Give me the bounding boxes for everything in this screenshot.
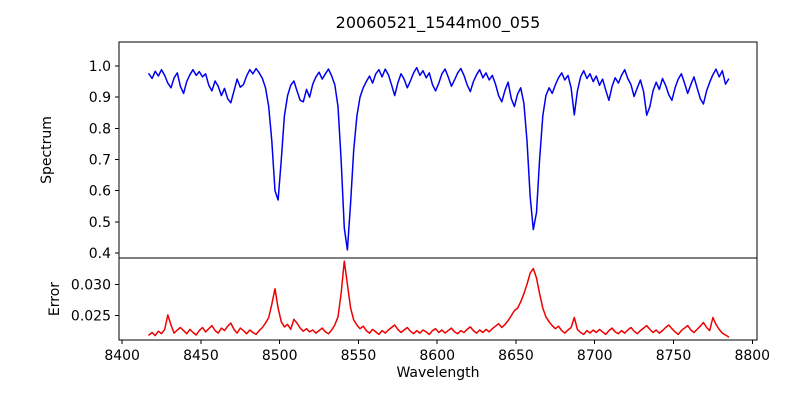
spectrum-y-tick-label: 0.4 xyxy=(89,246,111,262)
x-tick-label: 8550 xyxy=(341,348,377,364)
error-line xyxy=(148,260,730,338)
spectrum-y-tick-label: 0.5 xyxy=(89,215,111,231)
x-tick-label: 8500 xyxy=(262,348,298,364)
spectrum-y-tick-label: 0.6 xyxy=(89,184,111,200)
wavelength-axis-label: Wavelength xyxy=(396,365,480,381)
spectrum-y-tick-label: 0.9 xyxy=(89,90,111,106)
error-y-tick-label: 0.025 xyxy=(71,309,111,325)
spectrum-panel-frame xyxy=(118,41,758,259)
chart-title: 20060521_1544m00_055 xyxy=(335,13,541,32)
error-y-tick-label: 0.030 xyxy=(71,277,111,293)
x-tick-label: 8600 xyxy=(419,348,455,364)
spectrum-y-tick-label: 0.7 xyxy=(89,153,111,169)
spectrum-y-tick-label: 0.8 xyxy=(89,121,111,137)
x-tick-label: 8650 xyxy=(498,348,534,364)
x-tick-label: 8400 xyxy=(104,348,140,364)
spectrum-y-tick-label: 1.0 xyxy=(89,59,111,75)
error-panel-frame xyxy=(118,257,758,341)
x-tick-label: 8800 xyxy=(734,348,770,364)
x-tick-label: 8750 xyxy=(656,348,692,364)
x-tick-label: 8450 xyxy=(183,348,219,364)
spectrum-line xyxy=(148,66,730,251)
x-tick-label: 8700 xyxy=(577,348,613,364)
